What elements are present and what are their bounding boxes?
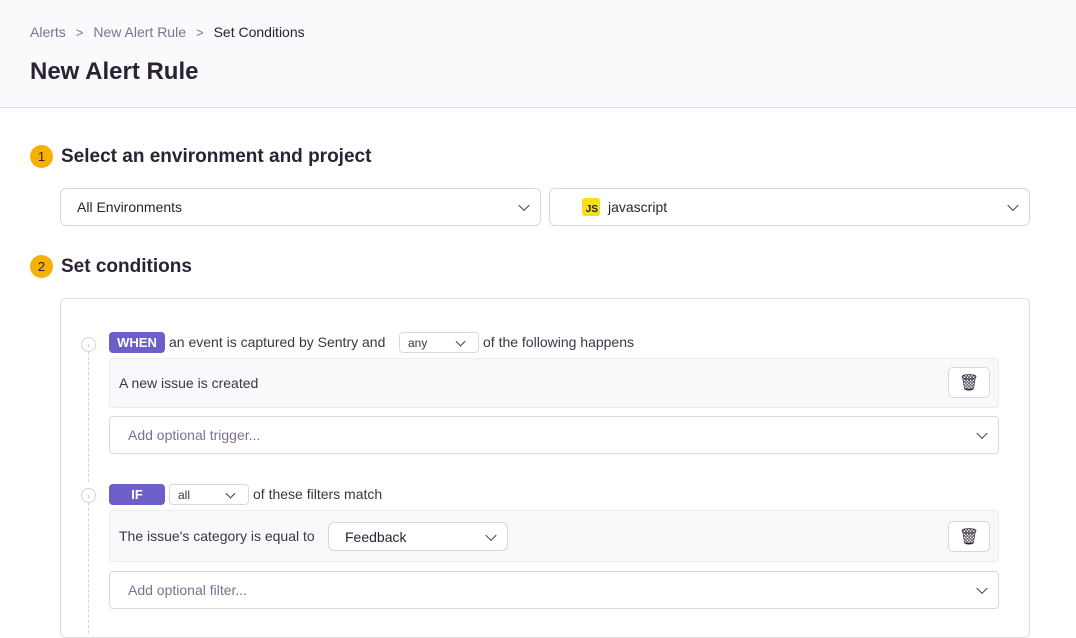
add-filter-select[interactable]: Add optional filter... — [109, 571, 999, 609]
environment-select[interactable]: All Environments — [60, 188, 541, 226]
delete-filter-button[interactable]: 🗑 — [948, 521, 990, 552]
environment-value: All Environments — [77, 199, 183, 215]
chevron-down-icon — [1007, 199, 1019, 212]
step-1-header: 1 Select an environment and project — [30, 145, 371, 168]
step-title: Select an environment and project — [61, 145, 372, 167]
chevron-down-icon — [976, 427, 988, 440]
chevron-right-icon: > — [75, 24, 84, 40]
chevron-down-icon — [225, 488, 236, 499]
step-number: 2 — [30, 255, 53, 278]
chevron-circle-icon: › — [81, 488, 96, 503]
when-match-select[interactable]: any — [399, 332, 479, 353]
breadcrumb-new-alert-rule[interactable]: New Alert Rule — [93, 24, 186, 40]
add-trigger-select[interactable]: Add optional trigger... — [109, 416, 999, 454]
step-title: Set conditions — [61, 255, 192, 277]
chevron-down-icon — [518, 199, 530, 212]
if-suffix: of these filters match — [253, 486, 383, 502]
category-select[interactable]: Feedback — [328, 522, 508, 551]
when-badge: WHEN — [109, 332, 165, 353]
select-value: Feedback — [345, 528, 407, 545]
breadcrumb: Alerts > New Alert Rule > Set Conditions — [30, 24, 305, 40]
step-number: 1 — [30, 145, 53, 168]
project-select[interactable]: JS javascript — [549, 188, 1030, 226]
placeholder: Add optional trigger... — [128, 427, 261, 443]
when-suffix: of the following happens — [483, 334, 634, 350]
chevron-down-icon — [485, 529, 497, 541]
select-value: any — [408, 335, 428, 350]
javascript-icon: JS — [582, 198, 600, 216]
trash-icon: 🗑 — [958, 528, 980, 546]
breadcrumb-current: Set Conditions — [213, 24, 305, 40]
timeline-line — [88, 352, 89, 482]
filter-label: The issue's category is equal to — [119, 528, 315, 544]
select-value: all — [178, 487, 191, 502]
page-title: New Alert Rule — [30, 58, 199, 85]
timeline-line — [88, 503, 89, 633]
chevron-down-icon — [455, 336, 466, 347]
if-badge: IF — [109, 484, 165, 505]
when-prefix: an event is captured by Sentry and — [169, 334, 386, 350]
step-2-header: 2 Set conditions — [30, 255, 192, 278]
chevron-circle-icon: › — [81, 337, 96, 352]
page-header: Alerts > New Alert Rule > Set Conditions N… — [0, 0, 1076, 108]
chevron-down-icon — [976, 582, 988, 595]
placeholder: Add optional filter... — [128, 582, 248, 598]
delete-trigger-button[interactable]: 🗑 — [948, 367, 990, 398]
chevron-right-icon: > — [195, 24, 204, 40]
breadcrumb-alerts[interactable]: Alerts — [30, 24, 66, 40]
project-value: javascript — [608, 199, 668, 215]
filter-row: The issue's category is equal to Feedbac… — [109, 510, 999, 562]
trigger-label: A new issue is created — [119, 375, 259, 391]
trigger-row: A new issue is created 🗑 — [109, 358, 999, 408]
trash-icon: 🗑 — [958, 374, 980, 392]
if-match-select[interactable]: all — [169, 484, 249, 505]
